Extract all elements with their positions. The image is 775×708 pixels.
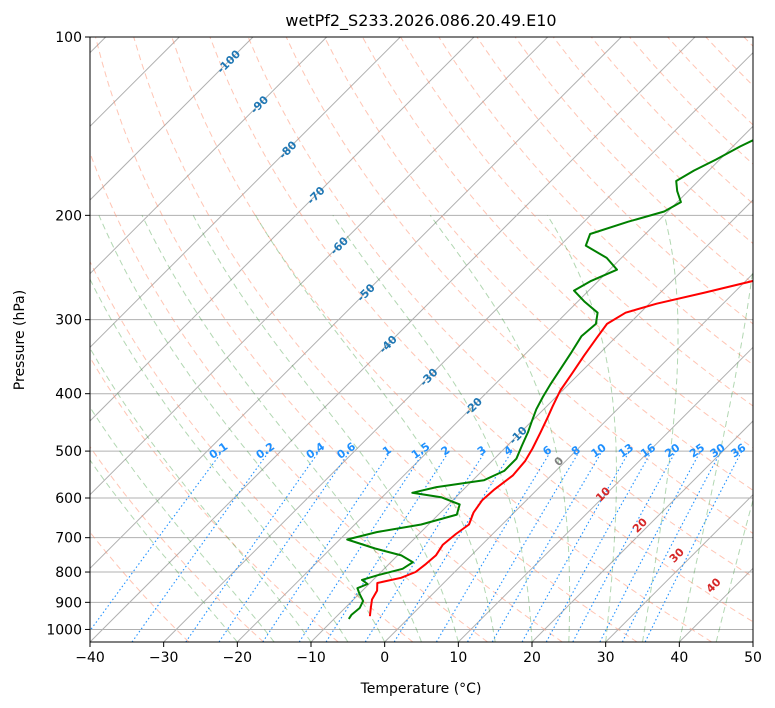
isotherm-gridline (90, 37, 549, 496)
x-tick-label: 10 (449, 650, 467, 666)
x-axis: −40 −30 −20 −10 0 10 20 30 40 50 (75, 642, 762, 666)
mixing-ratio-line (325, 450, 450, 642)
moist-adiabat (332, 215, 533, 642)
moist-adiabat (90, 347, 312, 642)
plot-background (90, 37, 753, 642)
chart-title: wetPf2_S233.2026.086.20.49.E10 (285, 11, 556, 31)
moist-adiabat (546, 215, 617, 642)
mixing-ratio-line (298, 450, 425, 642)
isotherm-gridline (531, 420, 753, 642)
isotherm-gridline (90, 37, 696, 642)
x-tick-label: 40 (670, 650, 688, 666)
isotherm-gridline (90, 37, 475, 422)
isotherm-gridline (384, 272, 753, 642)
moist-adiabat (678, 264, 753, 642)
isotherm-gridline (605, 493, 753, 642)
x-tick-label: −40 (75, 650, 105, 666)
dry-adiabat (95, 37, 563, 642)
x-axis-title: Temperature (°C) (360, 681, 482, 697)
moist-adiabat (90, 459, 238, 642)
mixing-ratio-line (185, 450, 320, 642)
moist-adiabat (90, 406, 275, 642)
y-tick-label: 500 (55, 444, 82, 460)
plot-frame (89, 36, 754, 643)
mixing-ratio-line (262, 450, 392, 642)
dry-adiabat (323, 37, 753, 491)
x-tick-label: 30 (597, 650, 615, 666)
moist-adiabat (141, 215, 422, 642)
isotherm-gridline (90, 37, 328, 275)
y-tick-label: 800 (55, 565, 82, 581)
y-tick-label: 100 (55, 30, 82, 46)
y-tick-label: 900 (55, 595, 82, 611)
x-tick-label: 0 (380, 650, 389, 666)
y-axis-title: Pressure (hPa) (12, 290, 28, 390)
mixing-ratio-line (90, 450, 223, 632)
x-tick-label: 20 (523, 650, 541, 666)
isotherm-gridline (163, 51, 753, 642)
x-tick-label: −10 (296, 650, 326, 666)
moist-adiabat (429, 215, 571, 642)
x-tick-label: −20 (223, 650, 253, 666)
mixing-ratio-line (644, 450, 743, 642)
y-tick-label: 600 (55, 491, 82, 507)
mixing-ratio-line (572, 450, 677, 642)
mixing-ratio-line (131, 450, 270, 642)
mixing-ratio-line (521, 450, 630, 642)
x-tick-label: −30 (149, 650, 179, 666)
isotherm-gridline (236, 125, 753, 642)
dry-adiabat (90, 356, 339, 642)
moist-adiabat (192, 215, 459, 642)
isotherm-gridline (90, 37, 622, 570)
dry-adiabat (247, 37, 753, 578)
y-axis: 1000 900 800 700 600 500 400 300 200 100 (46, 30, 90, 638)
isotherm-gridline (90, 37, 401, 349)
x-tick-label: 50 (744, 650, 762, 666)
isotherm-gridline (752, 641, 753, 642)
y-tick-label: 400 (55, 387, 82, 403)
moist-adiabat (642, 215, 679, 642)
plot-lines (90, 37, 753, 642)
mixing-ratio-line (218, 450, 351, 642)
moist-adiabat (98, 215, 386, 642)
mixing-ratio-line (393, 450, 513, 642)
mixing-ratio-line (545, 450, 653, 642)
plot-area (90, 37, 753, 642)
y-tick-label: 200 (55, 208, 82, 224)
y-tick-label: 300 (55, 313, 82, 329)
y-tick-label: 700 (55, 531, 82, 547)
dewpoint-line (346, 139, 753, 620)
temperature-line (368, 279, 753, 617)
dry-adiabat (285, 37, 753, 535)
dry-adiabat (90, 260, 414, 642)
dry-adiabat (209, 37, 753, 623)
isotherm-gridline (457, 346, 753, 642)
dry-adiabat (476, 37, 753, 325)
isotherm-gridline (90, 37, 254, 201)
y-tick-label: 1000 (46, 622, 82, 638)
dry-adiabat (90, 445, 264, 642)
